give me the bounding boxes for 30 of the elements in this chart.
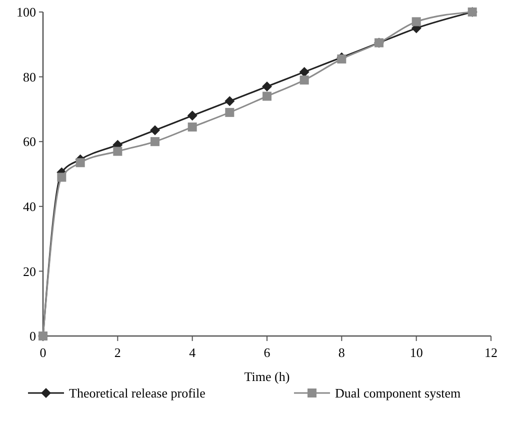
- legend-label: Theoretical release profile: [69, 386, 206, 401]
- x-tick-label: 6: [264, 345, 271, 360]
- point: [188, 122, 197, 132]
- y-tick-label: 20: [23, 264, 36, 279]
- x-axis-title: Time (h): [244, 369, 290, 384]
- point: [224, 96, 235, 106]
- point: [150, 125, 160, 136]
- x-tick-label: 4: [189, 345, 196, 360]
- y-tick-label: 0: [30, 328, 36, 344]
- point: [299, 66, 310, 77]
- y-tick-label: 40: [23, 198, 36, 214]
- point: [113, 146, 122, 156]
- legend-label: Dual component system: [335, 386, 461, 401]
- point: [300, 76, 309, 85]
- point: [76, 158, 85, 168]
- y-tick-label: 80: [23, 69, 36, 84]
- x-tick-label: 0: [40, 345, 46, 360]
- point: [262, 82, 272, 92]
- point: [150, 137, 160, 146]
- y-tick-label: 60: [23, 134, 36, 150]
- x-tick-label: 8: [338, 345, 345, 360]
- point: [57, 172, 66, 182]
- point: [187, 110, 198, 121]
- y-tick-label: 100: [16, 4, 36, 20]
- point: [225, 108, 234, 117]
- point: [412, 17, 421, 26]
- x-tick-label: 12: [484, 345, 498, 360]
- x-tick-label: 2: [114, 345, 121, 360]
- point: [262, 92, 272, 101]
- x-tick-label: 10: [410, 345, 423, 360]
